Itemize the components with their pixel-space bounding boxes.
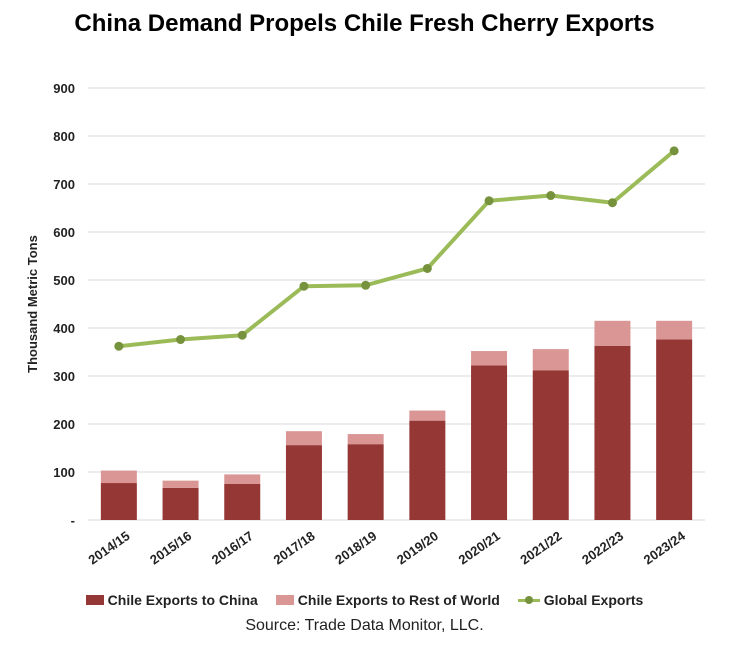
y-tick-label: 800 [53,129,75,144]
y-tick-label: 500 [53,273,75,288]
x-tick-label: 2014/15 [85,528,132,567]
x-tick-label: 2023/24 [641,528,689,568]
bar-china [224,484,261,520]
legend-label: Global Exports [543,592,644,608]
bar-rest-of-world [285,431,322,446]
point-global-exports [361,280,371,290]
bar-rest-of-world [347,434,384,445]
point-global-exports [237,330,247,340]
legend-item-global: Global Exports [517,592,644,608]
x-tick-label: 2021/22 [517,528,564,567]
bar-rest-of-world [471,351,508,366]
bar-china [594,345,631,520]
x-tick-label: 2022/23 [579,528,626,567]
y-tick-label: 400 [53,321,75,336]
x-tick-label: 2020/21 [456,528,503,567]
legend-item-rest-of-world: Chile Exports to Rest of World [275,592,500,608]
bar-china [162,487,199,520]
y-tick-label: - [71,513,75,528]
bar-rest-of-world [532,349,569,371]
bar-china [409,420,446,520]
y-tick-label: 300 [53,369,75,384]
legend-label: Chile Exports to Rest of World [297,592,500,608]
point-global-exports [422,263,432,273]
point-global-exports [607,198,617,208]
bar-rest-of-world [409,410,446,421]
point-global-exports [546,191,556,201]
point-global-exports [114,341,124,351]
y-tick-label: 600 [53,225,75,240]
legend-label: Chile Exports to China [107,592,258,608]
x-tick-label: 2015/16 [147,528,194,567]
bar-china [532,370,569,520]
bar-rest-of-world [224,474,261,484]
x-tick-label: 2019/20 [394,528,441,567]
chart: - 100 200 300 400 500 600 700 800 900 Thousand Met… [25,81,705,568]
bar-rest-of-world [656,320,693,340]
point-global-exports [299,281,309,291]
legend-swatch-rest-of-world [275,595,294,605]
x-tick-label: 2018/19 [332,528,379,567]
y-tick-label: 200 [53,417,75,432]
bar-china [100,483,137,520]
bar-rest-of-world [162,480,199,488]
y-tick-label: 100 [53,465,75,480]
point-global-exports [669,146,679,156]
x-tick-label: 2016/17 [209,528,256,567]
chart-title: China Demand Propels Chile Fresh Cherry … [74,10,655,37]
legend: Chile Exports to China Chile Exports to … [0,592,729,608]
point-global-exports [484,196,494,206]
bar-rest-of-world [594,320,631,346]
legend-swatch-china [85,595,104,605]
bar-rest-of-world [100,470,137,484]
legend-item-china: Chile Exports to China [85,592,258,608]
y-tick-label: 700 [53,177,75,192]
legend-swatch-global [517,595,540,605]
line-global-exports [118,149,676,349]
y-tick-label: 900 [53,81,75,96]
x-tick-label: 2017/18 [271,528,318,567]
bar-china [656,339,693,520]
y-axis-label: Thousand Metric Tons [25,235,40,373]
bar-china [471,365,508,520]
bar-china [347,444,384,520]
point-global-exports [176,335,186,345]
source-note: Source: Trade Data Monitor, LLC. [245,617,484,634]
bar-china [285,445,322,520]
